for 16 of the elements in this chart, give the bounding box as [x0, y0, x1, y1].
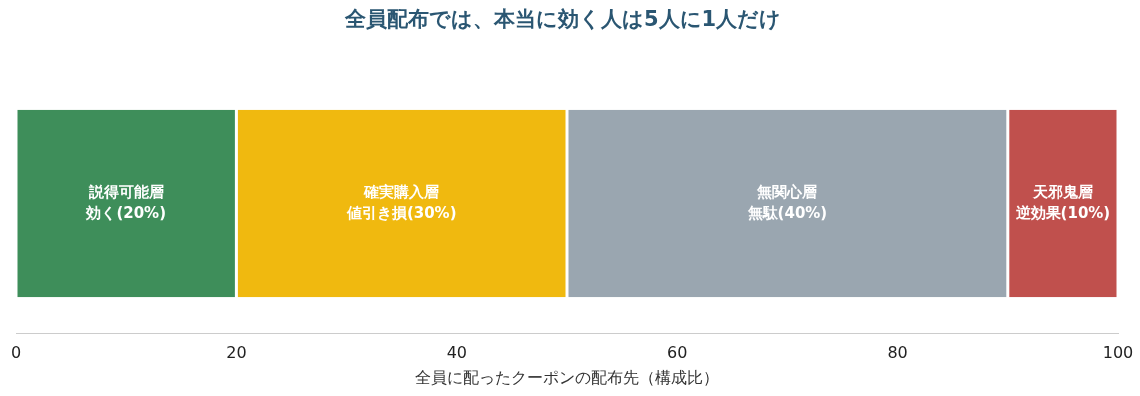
- x-tick-label: 0: [10, 343, 22, 363]
- x-tick-label: 80: [887, 343, 908, 363]
- x-tick-label: 100: [1102, 343, 1134, 363]
- series-label: 天邪鬼層: [1031, 182, 1093, 201]
- data-label: 値引き損(30%): [345, 203, 457, 222]
- x-tick-label: 20: [226, 343, 247, 363]
- chart-title: 全員配布では、本当に効く人は5人に1人だけ: [343, 7, 782, 32]
- data-label: 無駄(40%): [746, 203, 828, 222]
- series-label: 無関心層: [756, 182, 818, 201]
- data-label: 効く(20%): [85, 203, 167, 222]
- series-label: 確実購入層: [363, 182, 440, 201]
- data-label: 逆効果(10%): [1014, 203, 1111, 222]
- series-label: 説得可能層: [87, 182, 164, 201]
- x-tick-label: 60: [667, 343, 688, 363]
- x-tick-label: 40: [446, 343, 467, 363]
- x-axis-title: 全員に配ったクーポンの配布先（構成比）: [415, 367, 719, 387]
